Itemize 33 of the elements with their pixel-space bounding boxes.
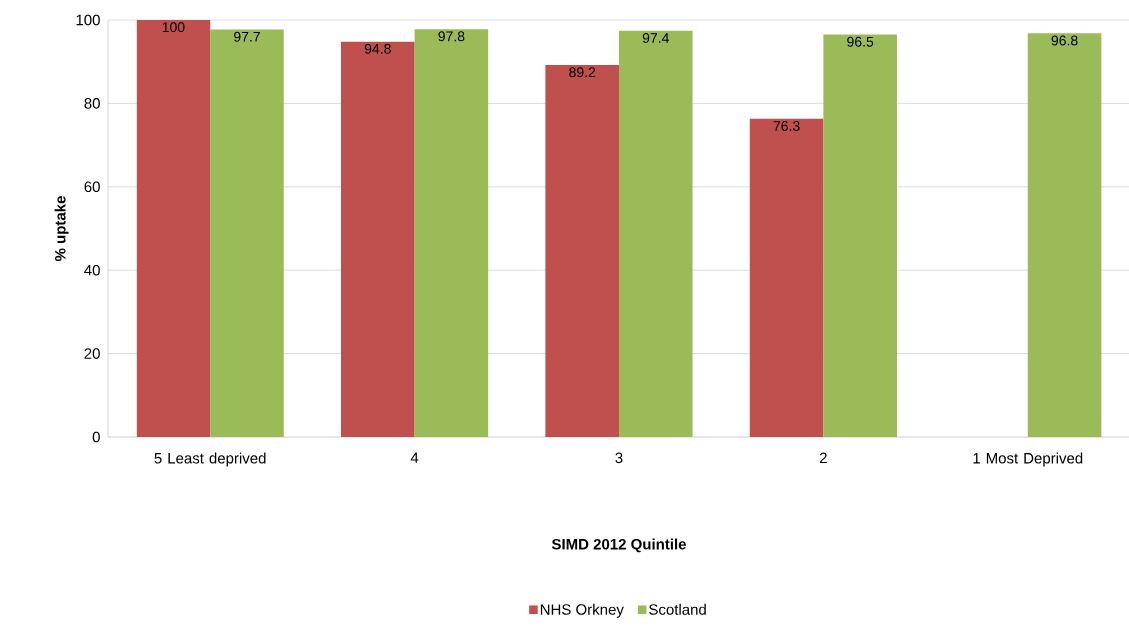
data-label: 97.8: [438, 31, 465, 42]
x-tick-label: 1 Most Deprived: [973, 452, 1083, 467]
y-tick-label: 40: [84, 264, 100, 276]
legend-label: NHS Orkney: [540, 603, 624, 618]
data-label: 96.8: [1051, 35, 1078, 46]
y-tick-label: 80: [84, 98, 100, 109]
y-tick-label: 20: [84, 348, 100, 359]
bar: [545, 65, 619, 437]
data-label: 97.4: [642, 33, 669, 43]
x-tick-label: 4: [410, 452, 419, 463]
data-label: 94.8: [364, 43, 391, 54]
data-label: 76.3: [773, 121, 800, 131]
x-tick-label: 2: [819, 452, 827, 464]
bar: [210, 29, 284, 437]
legend-label: Scotland: [649, 603, 706, 615]
y-tick-label: 60: [84, 181, 100, 193]
x-tick-label: 5 Least deprived: [154, 452, 266, 467]
bar: [1027, 33, 1102, 437]
y-axis-title: % uptake: [54, 196, 69, 262]
y-tick-label: 100: [76, 14, 100, 26]
bar: [823, 34, 897, 437]
data-label: 97.7: [234, 31, 260, 42]
bar: [341, 41, 415, 437]
bar: [749, 118, 824, 437]
data-label: 89.2: [569, 67, 596, 78]
data-label: 96.5: [847, 36, 874, 47]
bar: [414, 29, 489, 437]
x-axis-title: SIMD 2012 Quintile: [551, 538, 686, 553]
bar: [618, 30, 693, 437]
y-tick-label: 0: [92, 431, 100, 443]
x-tick-label: 3: [615, 452, 623, 464]
data-label: 100: [162, 22, 185, 33]
bar: [136, 20, 211, 437]
